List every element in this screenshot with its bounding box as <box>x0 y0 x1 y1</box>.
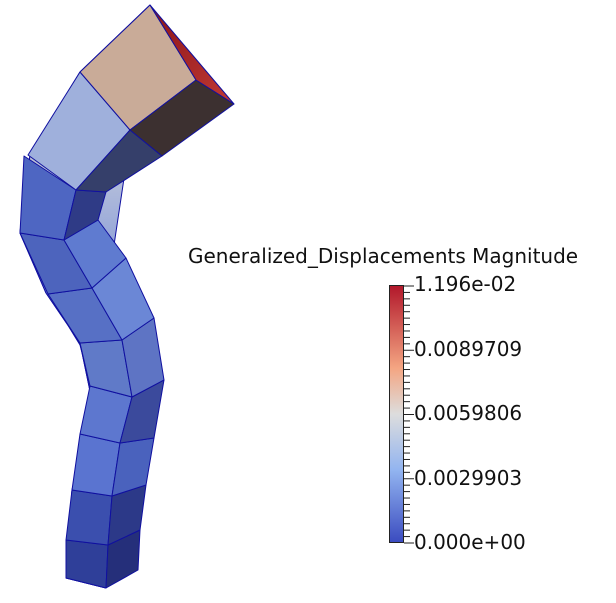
legend-label-max: 1.196e-02 <box>414 272 517 296</box>
colorbar-ticks <box>404 285 414 544</box>
mesh-face <box>65 539 109 589</box>
mesh-face-top <box>149 4 235 105</box>
legend-label-1: 0.0029903 <box>414 466 523 490</box>
mesh-face <box>71 433 121 497</box>
mesh-face <box>65 489 113 546</box>
legend-label-3: 0.0089709 <box>414 337 523 361</box>
colorbar <box>389 285 404 543</box>
legend-title: Generalized_Displacements Magnitude <box>188 244 579 268</box>
deformed-mesh <box>19 4 235 589</box>
legend-label-min: 0.000e+00 <box>414 530 526 554</box>
legend-label-2: 0.0059806 <box>414 401 523 425</box>
